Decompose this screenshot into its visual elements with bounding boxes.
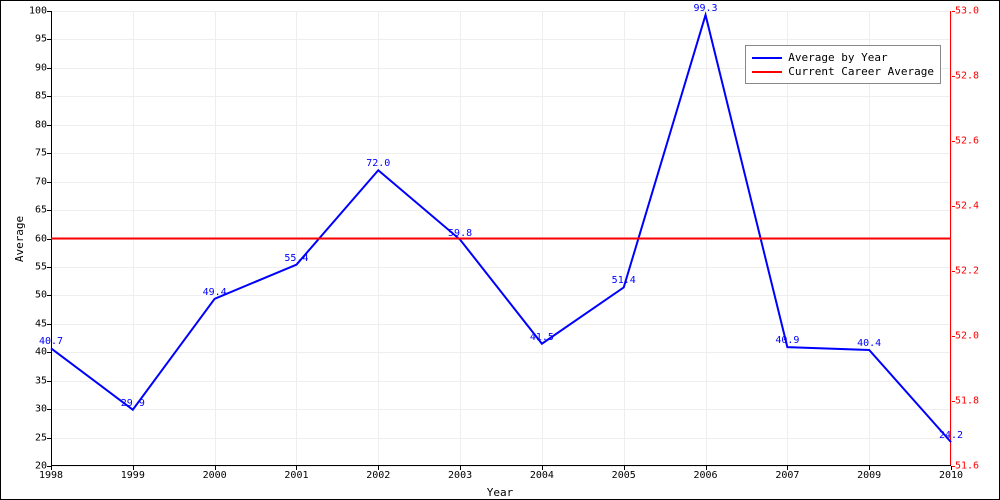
data-point-label: 51.4 — [612, 275, 636, 286]
data-point-label: 55.4 — [284, 253, 308, 264]
y2-tick-label: 52.0 — [951, 331, 979, 342]
y-tick-label: 80 — [35, 119, 51, 130]
y2-tick-label: 52.2 — [951, 266, 979, 277]
legend-swatch — [752, 71, 782, 73]
chart-container: 2025303540455055606570758085909510051.65… — [0, 0, 1000, 500]
y-tick-label: 75 — [35, 148, 51, 159]
x-tick-label: 2005 — [612, 466, 636, 481]
y-tick-label: 35 — [35, 375, 51, 386]
legend-item: Current Career Average — [752, 65, 934, 78]
x-axis-label: Year — [487, 486, 514, 499]
y-tick-label: 25 — [35, 432, 51, 443]
legend-swatch — [752, 57, 782, 59]
y-tick-label: 70 — [35, 176, 51, 187]
y-tick-label: 60 — [35, 233, 51, 244]
legend-item: Average by Year — [752, 51, 934, 64]
x-tick-label: 2002 — [366, 466, 390, 481]
y2-tick-label: 52.8 — [951, 71, 979, 82]
legend-label: Average by Year — [788, 51, 887, 64]
x-tick-label: 2000 — [203, 466, 227, 481]
y2-tick-label: 53.0 — [951, 6, 979, 17]
y-tick-label: 90 — [35, 62, 51, 73]
x-tick-label: 2004 — [530, 466, 554, 481]
x-tick-label: 1998 — [39, 466, 63, 481]
data-point-label: 29.9 — [121, 398, 145, 409]
grid-line-vertical — [951, 11, 952, 466]
x-tick-label: 2007 — [775, 466, 799, 481]
x-tick-label: 2006 — [693, 466, 717, 481]
y-tick-label: 95 — [35, 34, 51, 45]
data-point-label: 40.9 — [775, 335, 799, 346]
x-tick-label: 2010 — [939, 466, 963, 481]
x-tick-label: 2003 — [448, 466, 472, 481]
y-tick-label: 45 — [35, 318, 51, 329]
data-point-label: 72.0 — [366, 158, 390, 169]
grid-line-horizontal — [51, 466, 951, 467]
data-point-label: 41.5 — [530, 332, 554, 343]
data-point-label: 59.8 — [448, 228, 472, 239]
y2-tick-label: 52.6 — [951, 136, 979, 147]
data-point-label: 99.3 — [693, 3, 717, 14]
y-tick-label: 100 — [29, 6, 51, 17]
data-point-label: 49.4 — [203, 287, 227, 298]
y-tick-label: 50 — [35, 290, 51, 301]
y-tick-label: 30 — [35, 404, 51, 415]
legend: Average by YearCurrent Career Average — [745, 45, 941, 84]
y-axis-label: Average — [13, 215, 26, 261]
y-tick-label: 65 — [35, 205, 51, 216]
y2-tick-label: 51.8 — [951, 396, 979, 407]
y-tick-label: 85 — [35, 91, 51, 102]
data-point-label: 40.7 — [39, 336, 63, 347]
data-point-label: 40.4 — [857, 338, 881, 349]
x-tick-label: 2009 — [857, 466, 881, 481]
y-tick-label: 55 — [35, 261, 51, 272]
x-tick-label: 2001 — [284, 466, 308, 481]
y2-tick-label: 52.4 — [951, 201, 979, 212]
legend-label: Current Career Average — [788, 65, 934, 78]
y-tick-label: 40 — [35, 347, 51, 358]
data-point-label: 24.2 — [939, 430, 963, 441]
x-tick-label: 1999 — [121, 466, 145, 481]
